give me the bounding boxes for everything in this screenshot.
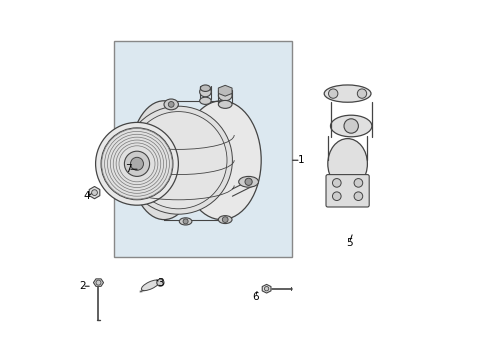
Circle shape [96,280,101,285]
Ellipse shape [179,218,192,225]
Ellipse shape [164,99,178,110]
Circle shape [169,102,174,107]
Text: 6: 6 [252,292,259,302]
Circle shape [157,279,164,286]
FancyBboxPatch shape [114,41,292,257]
Circle shape [130,157,144,170]
Text: 3: 3 [157,278,164,288]
Circle shape [124,151,149,176]
Polygon shape [219,85,232,96]
Circle shape [333,192,341,201]
Ellipse shape [328,139,368,189]
Text: 4: 4 [83,191,90,201]
Ellipse shape [219,100,232,108]
Ellipse shape [239,176,259,187]
Circle shape [354,179,363,187]
Polygon shape [94,279,103,286]
Ellipse shape [182,101,261,220]
Ellipse shape [200,85,210,91]
Ellipse shape [130,101,198,220]
Ellipse shape [130,112,227,209]
Ellipse shape [142,280,160,291]
FancyBboxPatch shape [326,175,369,207]
Circle shape [354,192,363,201]
Circle shape [333,179,341,187]
Circle shape [265,287,269,291]
Circle shape [344,119,358,133]
Ellipse shape [199,87,211,97]
Circle shape [222,217,228,222]
Ellipse shape [324,85,371,102]
Ellipse shape [330,115,372,137]
Text: 5: 5 [346,238,353,248]
Circle shape [183,219,188,224]
Circle shape [96,122,178,205]
Circle shape [328,89,338,98]
Text: 7: 7 [124,164,131,174]
Polygon shape [262,284,271,293]
Circle shape [92,190,98,195]
Circle shape [245,178,252,185]
Circle shape [101,128,173,200]
Ellipse shape [219,216,232,224]
Circle shape [357,89,367,98]
Ellipse shape [199,97,211,104]
Text: 2: 2 [79,281,86,291]
Text: 1: 1 [297,155,304,165]
Ellipse shape [219,90,232,101]
Polygon shape [89,186,100,199]
Ellipse shape [124,106,232,214]
